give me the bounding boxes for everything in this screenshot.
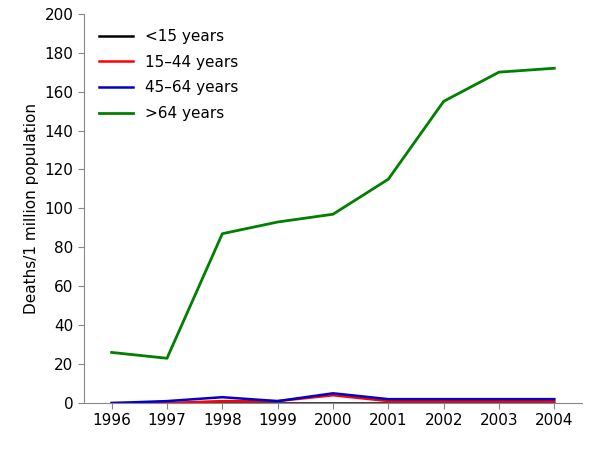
<15 years: [496, 400, 503, 406]
>64 years: [274, 219, 281, 225]
<15 years: [551, 400, 558, 406]
Y-axis label: Deaths/1 million population: Deaths/1 million population: [24, 103, 39, 314]
<15 years: [274, 400, 281, 406]
>64 years: [385, 176, 392, 182]
<15 years: [163, 400, 170, 406]
15–44 years: [163, 400, 170, 406]
>64 years: [551, 65, 558, 71]
>64 years: [496, 69, 503, 75]
15–44 years: [551, 398, 558, 404]
<15 years: [108, 400, 115, 406]
15–44 years: [385, 398, 392, 404]
45–64 years: [108, 400, 115, 406]
<15 years: [219, 400, 226, 406]
15–44 years: [219, 398, 226, 404]
>64 years: [329, 212, 337, 217]
45–64 years: [329, 391, 337, 396]
45–64 years: [163, 398, 170, 404]
>64 years: [163, 355, 170, 361]
Line: 15–44 years: 15–44 years: [112, 395, 554, 403]
15–44 years: [440, 398, 447, 404]
45–64 years: [440, 396, 447, 402]
45–64 years: [385, 396, 392, 402]
>64 years: [219, 231, 226, 236]
45–64 years: [219, 394, 226, 400]
15–44 years: [108, 400, 115, 406]
>64 years: [108, 350, 115, 355]
<15 years: [440, 400, 447, 406]
<15 years: [385, 400, 392, 406]
15–44 years: [329, 393, 337, 398]
45–64 years: [496, 396, 503, 402]
45–64 years: [551, 396, 558, 402]
15–44 years: [274, 398, 281, 404]
Line: 45–64 years: 45–64 years: [112, 393, 554, 403]
>64 years: [440, 98, 447, 104]
Legend: <15 years, 15–44 years, 45–64 years, >64 years: <15 years, 15–44 years, 45–64 years, >64…: [92, 22, 246, 129]
<15 years: [329, 400, 337, 406]
15–44 years: [496, 398, 503, 404]
Line: >64 years: >64 years: [112, 68, 554, 358]
45–64 years: [274, 398, 281, 404]
